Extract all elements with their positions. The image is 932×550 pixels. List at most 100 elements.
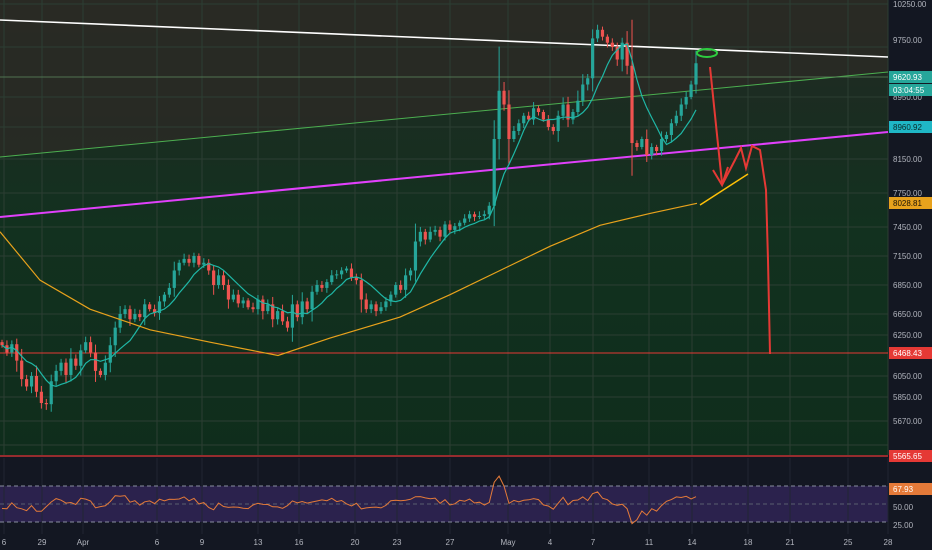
- candle-body-100: [492, 139, 496, 206]
- candle-body-139: [684, 97, 688, 105]
- candle-body-135: [664, 135, 669, 139]
- candle-body-59: [290, 304, 294, 328]
- candle-body-30: [148, 304, 152, 310]
- candle-body-72: [354, 277, 358, 281]
- candle-body-133: [655, 147, 659, 151]
- candle-body-15: [74, 358, 78, 366]
- candle-body-124: [610, 42, 614, 47]
- candle-body-115: [566, 104, 570, 120]
- candle-body-65: [320, 285, 324, 288]
- candle-body-107: [527, 115, 531, 120]
- candle-body-70: [344, 268, 349, 271]
- time-tick-label: 21: [786, 538, 795, 547]
- candle-body-126: [620, 42, 624, 60]
- candle-body-106: [522, 115, 526, 124]
- candle-body-71: [349, 268, 354, 278]
- candle-body-67: [330, 275, 334, 283]
- candle-body-75: [369, 304, 373, 310]
- candle-body-137: [674, 115, 678, 124]
- moving-averages: [0, 43, 698, 388]
- ma-slow-tag: 8028.81: [893, 199, 922, 208]
- candle-body-37: [182, 258, 186, 263]
- support-price-tag-bg: [889, 347, 932, 359]
- projection-rise-line: [699, 173, 749, 206]
- candle-body-97: [477, 215, 482, 217]
- candle-body-12: [59, 362, 63, 371]
- candle-body-138: [679, 104, 683, 116]
- candle-body-128: [630, 65, 634, 143]
- candle-body-9: [44, 403, 48, 405]
- candle-body-113: [556, 115, 560, 131]
- candle-body-120: [591, 38, 595, 79]
- time-tick-label: 20: [351, 538, 360, 547]
- candle-body-63: [310, 291, 314, 310]
- candle-body-14: [69, 358, 73, 375]
- resistance-touch-marker: [696, 48, 718, 58]
- time-axis[interactable]: 6 29 Apr 6 9 13 16 20 23 27 May 4 7 11 14 18 21 25 28: [2, 538, 893, 547]
- candle-body-86: [423, 231, 427, 240]
- candle-body-10: [49, 381, 53, 405]
- candle-body-130: [640, 139, 644, 147]
- candle-body-73: [359, 280, 363, 300]
- candle-body-43: [212, 270, 216, 285]
- candle-body-31: [152, 309, 157, 314]
- candle-body-27: [133, 314, 137, 320]
- candle-body-91: [448, 224, 452, 230]
- candle-body-58: [285, 321, 290, 328]
- candle-body-68: [335, 274, 339, 276]
- candle-body-51: [251, 307, 255, 310]
- candle-body-17: [84, 342, 88, 351]
- candle-body-2: [10, 344, 14, 353]
- candle-body-109: [536, 108, 541, 112]
- candle-body-114: [561, 104, 565, 116]
- candle-body-6: [29, 376, 34, 387]
- candle-body-112: [551, 127, 555, 131]
- price-tick-label: 6250.00: [893, 331, 922, 340]
- candle-body-129: [635, 143, 639, 147]
- candle-body-47: [231, 294, 235, 300]
- rsi-last-tag: 67.93: [893, 485, 914, 494]
- candle-body-141: [694, 63, 698, 85]
- candle-body-118: [581, 84, 585, 101]
- candle-body-29: [143, 304, 147, 318]
- candle-body-131: [645, 139, 649, 155]
- candle-body-57: [280, 311, 285, 322]
- candle-body-81: [399, 285, 403, 290]
- resistance-trendline: [0, 19, 889, 58]
- magenta-support-trendline: [0, 131, 889, 218]
- candle-body-98: [482, 214, 486, 216]
- candle-body-62: [305, 301, 309, 310]
- candle-body-95: [467, 214, 472, 219]
- rsi-line: [1, 475, 697, 525]
- candle-body-38: [187, 258, 191, 263]
- candle-body-78: [384, 301, 388, 308]
- annotation-drawings: [696, 48, 771, 355]
- candle-body-7: [34, 376, 39, 392]
- candle-body-94: [463, 218, 467, 223]
- last-price-tag-bg: [889, 71, 932, 83]
- candle-body-54: [266, 304, 270, 312]
- ma-fast-tag: 8960.92: [893, 123, 922, 132]
- rsi-indicator: [0, 475, 888, 525]
- ma-slow-tag-bg: [889, 197, 932, 209]
- time-tick-label: 25: [844, 538, 853, 547]
- last-price-tag: 9620.93: [893, 73, 922, 82]
- candle-body-105: [517, 123, 521, 131]
- candle-body-48: [236, 294, 240, 304]
- candle-body-76: [374, 304, 378, 312]
- candle-body-92: [453, 226, 457, 230]
- candle-body-104: [512, 131, 516, 139]
- candle-body-90: [443, 224, 447, 237]
- price-tags: 9620.93 03:04:55 8960.92 8028.81 6468.43 5565…: [889, 71, 932, 495]
- candle-body-85: [418, 231, 422, 242]
- candle-body-55: [271, 304, 275, 320]
- time-axis-bg: [0, 534, 888, 550]
- candle-body-111: [546, 119, 550, 127]
- pane-bottom-tag-bg: [889, 450, 932, 462]
- candle-body-8: [39, 391, 43, 403]
- candle-body-88: [433, 229, 437, 232]
- candle-body-102: [502, 90, 506, 105]
- candle-body-28: [138, 314, 142, 318]
